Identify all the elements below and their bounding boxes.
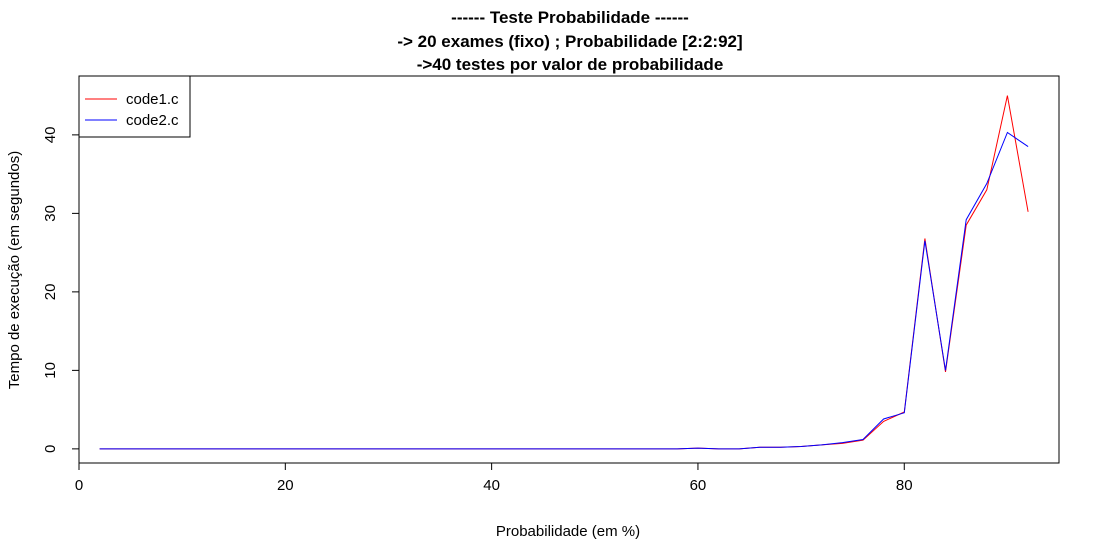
- y-axis: 0 10 20 30 40: [42, 127, 80, 453]
- legend-entry-label: code1.c: [126, 91, 179, 108]
- legend: code1.c code2.c: [78, 75, 191, 138]
- x-tick-label: 80: [896, 477, 913, 494]
- y-axis-label: Tempo de execução (em segundos): [6, 151, 23, 389]
- legend-box: [78, 75, 191, 138]
- chart-title-line-3: ->40 testes por valor de probabilidade: [417, 55, 724, 74]
- x-axis: 0 20 40 60 80: [75, 462, 913, 494]
- y-tick-label: 40: [42, 127, 59, 144]
- x-axis-label: Probabilidade (em %): [496, 523, 640, 540]
- plot-box: [78, 75, 1060, 464]
- series-line-code1-c: [99, 95, 1029, 450]
- chart-title-line-1: ------ Teste Probabilidade ------: [451, 8, 689, 27]
- series-lines: [99, 95, 1029, 450]
- y-tick-label: 20: [42, 284, 59, 301]
- x-tick-label: 0: [75, 477, 83, 494]
- y-tick-label: 0: [42, 445, 59, 453]
- y-tick-label: 10: [42, 362, 59, 379]
- y-tick-label: 30: [42, 205, 59, 222]
- x-tick-label: 60: [690, 477, 707, 494]
- chart-title-line-2: -> 20 exames (fixo) ; Probabilidade [2:2…: [397, 32, 742, 51]
- legend-entry-label: code2.c: [126, 112, 179, 129]
- series-line-code2-c: [99, 131, 1029, 450]
- x-tick-label: 40: [483, 477, 500, 494]
- x-tick-label: 20: [277, 477, 294, 494]
